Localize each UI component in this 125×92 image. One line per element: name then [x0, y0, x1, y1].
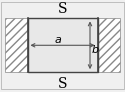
Text: S: S [58, 2, 67, 16]
Bar [5, 18, 28, 72]
Text: b: b [92, 45, 98, 55]
Bar [28, 18, 98, 72]
Text: a: a [54, 35, 61, 45]
Bar [98, 18, 120, 72]
Text: S: S [58, 77, 67, 91]
